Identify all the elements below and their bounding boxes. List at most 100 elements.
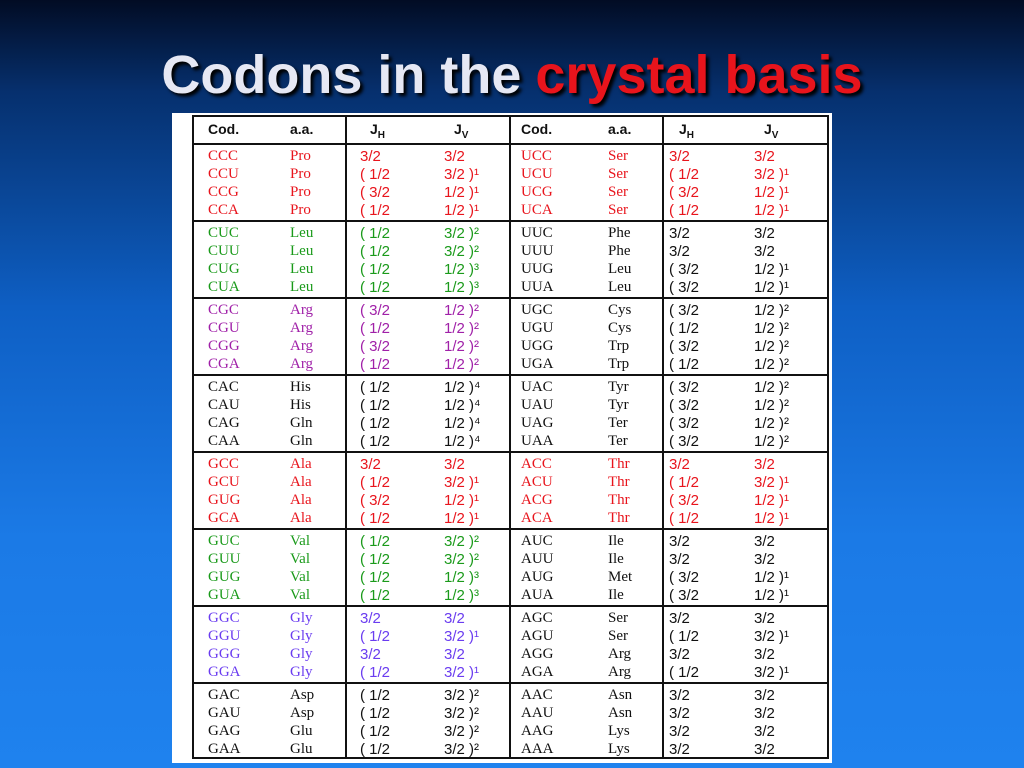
- j-v: 3/2 )¹: [754, 664, 790, 681]
- amino-acid: Gly: [290, 610, 313, 626]
- j-v: 3/2: [444, 148, 465, 165]
- amino-acid: Pro: [290, 148, 311, 164]
- codon: CUU: [208, 243, 240, 259]
- amino-acid: Pro: [290, 166, 311, 182]
- j-h: ( 1/2: [360, 723, 391, 740]
- column-header: JV: [764, 121, 778, 144]
- amino-acid: Leu: [290, 243, 314, 259]
- j-v: 3/2 )¹: [444, 628, 480, 645]
- j-h: ( 1/2: [360, 166, 391, 183]
- j-v: 3/2 )¹: [754, 166, 790, 183]
- j-h: ( 1/2: [360, 397, 391, 414]
- j-h: ( 1/2: [669, 166, 700, 183]
- codon: AAA: [521, 741, 554, 757]
- j-h: 3/2: [669, 705, 690, 722]
- j-h: 3/2: [360, 456, 381, 473]
- header-part: V: [461, 129, 469, 141]
- j-v: 1/2 )⁴: [444, 379, 481, 396]
- j-v: 1/2 )¹: [444, 202, 480, 219]
- amino-acid: Val: [290, 551, 310, 567]
- codon: CAC: [208, 379, 239, 395]
- j-v: 3/2 )²: [444, 687, 480, 704]
- codon: GCU: [208, 474, 240, 490]
- amino-acid: Ser: [608, 148, 628, 164]
- codon: ACA: [521, 510, 553, 526]
- codon: GGG: [208, 646, 241, 662]
- amino-acid: His: [290, 397, 311, 413]
- j-h: 3/2: [669, 456, 690, 473]
- j-h: ( 3/2: [360, 302, 391, 319]
- title-main: Codons in the: [161, 45, 522, 105]
- j-v: 1/2 )¹: [754, 569, 790, 586]
- j-v: 3/2 )²: [444, 225, 480, 242]
- j-v: 3/2: [754, 148, 775, 165]
- codon: ACG: [521, 492, 553, 508]
- header-part: J: [679, 121, 687, 137]
- codon: UUU: [521, 243, 554, 259]
- codon: AUG: [521, 569, 554, 585]
- j-v: 3/2: [444, 646, 465, 663]
- j-h: ( 1/2: [360, 261, 391, 278]
- j-v: 1/2 )¹: [754, 279, 790, 296]
- j-h: ( 1/2: [360, 741, 391, 758]
- j-v: 1/2 )²: [754, 338, 790, 355]
- table-frame: Cod. a.a. JH JV Cod. a.a. JH JV CCC Pro 3/2 3/2 UCC S…: [192, 115, 829, 759]
- amino-acid: Ser: [608, 202, 628, 218]
- codon: GCC: [208, 456, 239, 472]
- j-v: 1/2 )⁴: [444, 397, 481, 414]
- j-h: ( 1/2: [669, 356, 700, 373]
- codon: GUA: [208, 587, 241, 603]
- codon: CCC: [208, 148, 239, 164]
- j-h: 3/2: [360, 646, 381, 663]
- column-header: a.a.: [290, 121, 314, 137]
- codon: UAG: [521, 415, 554, 431]
- j-h: ( 3/2: [669, 379, 700, 396]
- codon: CUA: [208, 279, 240, 295]
- j-v: 1/2 )¹: [754, 510, 790, 527]
- amino-acid: Ile: [608, 587, 624, 603]
- codon: UUG: [521, 261, 554, 277]
- amino-acid: Ser: [608, 610, 628, 626]
- j-h: ( 1/2: [360, 356, 391, 373]
- j-h: ( 1/2: [360, 628, 391, 645]
- j-h: ( 3/2: [669, 587, 700, 604]
- j-h: ( 3/2: [360, 184, 391, 201]
- codon: GCA: [208, 510, 240, 526]
- j-h: 3/2: [669, 687, 690, 704]
- codon: GAG: [208, 723, 241, 739]
- j-v: 3/2 )¹: [754, 628, 790, 645]
- j-h: ( 3/2: [669, 184, 700, 201]
- amino-acid: Thr: [608, 456, 630, 472]
- codon: CUC: [208, 225, 239, 241]
- amino-acid: Ala: [290, 510, 312, 526]
- j-h: ( 3/2: [669, 279, 700, 296]
- codon: AUC: [521, 533, 553, 549]
- amino-acid: Gly: [290, 664, 313, 680]
- column-header: a.a.: [608, 121, 632, 137]
- amino-acid: Leu: [608, 261, 632, 277]
- j-h: ( 1/2: [360, 587, 391, 604]
- amino-acid: Pro: [290, 202, 311, 218]
- j-v: 3/2: [754, 551, 775, 568]
- codon: GGA: [208, 664, 241, 680]
- codon: CAU: [208, 397, 240, 413]
- j-h: ( 3/2: [669, 302, 700, 319]
- amino-acid: Lys: [608, 723, 630, 739]
- j-h: ( 1/2: [360, 225, 391, 242]
- j-h: ( 1/2: [669, 202, 700, 219]
- amino-acid: Ser: [608, 184, 628, 200]
- j-h: 3/2: [669, 741, 690, 758]
- amino-acid: Asn: [608, 705, 633, 721]
- amino-acid: Asp: [290, 705, 315, 721]
- amino-acid: Arg: [290, 356, 314, 372]
- j-v: 3/2 )²: [444, 705, 480, 722]
- j-v: 3/2: [444, 610, 465, 627]
- codon: CGA: [208, 356, 240, 372]
- j-h: 3/2: [669, 723, 690, 740]
- row-rule: [194, 143, 827, 145]
- j-v: 1/2 )¹: [754, 261, 790, 278]
- codon: UGC: [521, 302, 553, 318]
- codon: CGG: [208, 338, 240, 354]
- amino-acid: Val: [290, 533, 310, 549]
- codon: UUC: [521, 225, 553, 241]
